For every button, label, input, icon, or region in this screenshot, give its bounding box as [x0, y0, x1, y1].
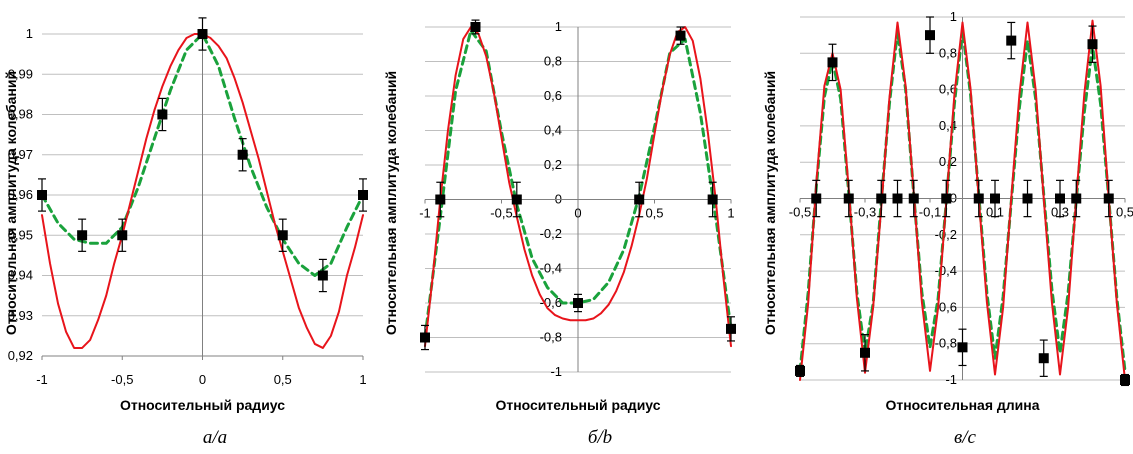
data-point — [707, 194, 718, 205]
panel-a: 0,92 0,93 0,94 0,95 0,96 0,97 0,98 0,99 1 -1 -0,5 0… — [3, 17, 368, 448]
data-point — [827, 57, 838, 68]
y-tick-label: 0,8 — [544, 54, 562, 69]
x-tick-label: 0,5 — [1116, 205, 1133, 220]
y-tick-label: 1 — [555, 19, 562, 34]
data-point — [1120, 375, 1130, 385]
x-axis-title: Относительная длина — [885, 397, 1039, 413]
y-axis-title: Относительная амплитуда колебаний — [383, 71, 399, 335]
y-tick-label: 0,2 — [939, 154, 957, 169]
data-point — [117, 230, 128, 241]
y-tick-label: 0,92 — [8, 348, 33, 363]
data-point — [1022, 193, 1033, 204]
y-tick-label: 0,6 — [939, 82, 957, 97]
panel-caption: а/a — [203, 427, 227, 448]
data-point — [1087, 39, 1098, 50]
y-tick-label: -0,8 — [935, 336, 957, 351]
data-point — [470, 22, 481, 32]
x-tick-label: -0,5 — [111, 372, 133, 387]
data-point — [237, 149, 248, 160]
panel-c: -1-0,8-0,6-0,4-0,200,20,40,60,81-0,5-0,3… — [762, 9, 1133, 448]
y-tick-label: 0,96 — [8, 187, 33, 202]
data-point — [1055, 193, 1065, 204]
x-tick-label: 0 — [199, 372, 206, 387]
y-axis-title: Относительная амплитуда колебаний — [762, 71, 778, 335]
panel-caption: в/c — [954, 427, 977, 448]
data-point — [435, 194, 446, 205]
y-tick-label: -0,2 — [935, 227, 957, 242]
data-point — [973, 193, 984, 204]
data-point — [843, 193, 854, 204]
y-tick-label: 0,95 — [8, 227, 33, 242]
data-point — [957, 342, 968, 353]
y-tick-label: 1 — [950, 9, 957, 24]
y-tick-label: -0,6 — [540, 295, 562, 310]
x-tick-label: -0,5 — [490, 206, 512, 221]
y-tick-label: 1 — [26, 26, 33, 41]
data-point — [317, 270, 328, 281]
panel-caption: б/b — [588, 427, 612, 448]
y-tick-label: 0,98 — [8, 107, 33, 122]
y-tick-label: 0,2 — [544, 157, 562, 172]
data-point — [908, 193, 919, 204]
data-point — [157, 109, 168, 120]
data-point — [1006, 35, 1017, 46]
data-point — [1103, 193, 1114, 204]
data-point — [795, 365, 805, 376]
data-point — [990, 193, 1000, 204]
x-tick-label: -1 — [419, 206, 431, 221]
data-point — [876, 193, 887, 204]
y-tick-label: -0,8 — [540, 330, 562, 345]
y-tick-label: -1 — [945, 372, 957, 387]
x-tick-label: 0 — [574, 206, 581, 221]
x-tick-label: 0,5 — [645, 206, 663, 221]
x-tick-label: 1 — [359, 372, 366, 387]
data-point — [892, 193, 903, 204]
x-tick-label: 0,5 — [274, 372, 292, 387]
y-tick-label: -1 — [550, 364, 562, 379]
data-point — [573, 298, 583, 308]
y-axis-title: Относительная амплитуда колебаний — [3, 71, 19, 335]
x-tick-label: -1 — [36, 372, 48, 387]
y-tick-label: -0,4 — [540, 261, 562, 276]
data-point — [941, 193, 952, 204]
x-axis-title: Относительный радиус — [495, 397, 660, 413]
y-tick-label: -0,4 — [935, 263, 957, 278]
y-tick-label: -0,2 — [540, 226, 562, 241]
y-tick-label: -0,6 — [935, 299, 957, 314]
data-point — [277, 230, 288, 241]
y-tick-label: 0,93 — [8, 308, 33, 323]
y-tick-label: 0,4 — [544, 123, 562, 138]
data-point — [420, 332, 430, 343]
panel-b: -1-0,8-0,6-0,4-0,200,20,40,60,81-1-0,500… — [383, 19, 736, 448]
data-point — [925, 30, 935, 41]
y-tick-label: 0,6 — [544, 88, 562, 103]
data-point — [675, 30, 686, 41]
data-point — [860, 347, 870, 358]
data-point — [811, 193, 822, 204]
x-tick-label: -0,5 — [789, 205, 811, 220]
data-point — [358, 190, 368, 200]
data-point — [77, 230, 88, 241]
x-tick-label: 1 — [727, 206, 734, 221]
x-tick-label: -0,3 — [854, 205, 876, 220]
y-tick-label: 0,97 — [8, 147, 33, 162]
data-point — [634, 194, 645, 205]
data-point — [1038, 353, 1049, 364]
y-tick-label: 0,8 — [939, 45, 957, 60]
data-point — [37, 190, 47, 200]
data-point — [197, 29, 208, 39]
data-point — [1071, 193, 1082, 204]
y-tick-label: 0,94 — [8, 268, 33, 283]
y-tick-label: 0,99 — [8, 66, 33, 81]
x-axis-title: Относительный радиус — [120, 397, 285, 413]
x-tick-label: -0,1 — [919, 205, 941, 220]
data-point — [726, 323, 736, 334]
data-point — [511, 194, 522, 205]
theory-curve — [799, 19, 1126, 381]
fit-curve — [40, 32, 365, 277]
